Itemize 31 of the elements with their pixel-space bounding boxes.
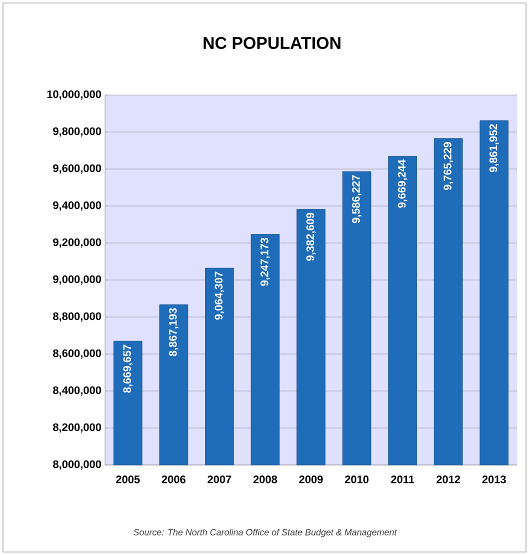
x-tick-label: 2005: [116, 476, 140, 484]
y-tick-label: 9,200,000: [53, 238, 102, 248]
x-tick-label: 2006: [162, 476, 186, 484]
x-tick-label: 2013: [482, 476, 506, 484]
y-tick-label: 9,400,000: [53, 201, 102, 211]
chart-title: NC POPULATION: [204, 36, 340, 49]
x-tick-label: 2007: [208, 476, 232, 484]
y-tick-label: 9,600,000: [53, 164, 102, 174]
y-tick-label: 9,800,000: [53, 127, 102, 137]
data-label: 9,586,227: [352, 175, 362, 224]
y-tick-label: 8,600,000: [53, 349, 102, 359]
data-label: 8,867,193: [169, 308, 178, 356]
data-label: 9,765,229: [444, 142, 454, 190]
x-tick-label: 2009: [299, 476, 323, 484]
y-tick-label: 10,000,000: [47, 90, 102, 100]
y-tick-label: 8,000,000: [53, 460, 102, 470]
y-tick-label: 8,200,000: [53, 423, 102, 433]
data-label: 8,669,657: [123, 344, 133, 393]
y-tick-label: 8,400,000: [53, 386, 102, 396]
data-label: 9,247,173: [260, 238, 270, 286]
source-note: Source: The North Carolina Office of State Budget & Management: [134, 528, 398, 538]
y-tick-label: 8,800,000: [53, 312, 102, 322]
data-label: 9,669,244: [398, 159, 408, 208]
data-label: 9,861,952: [489, 124, 499, 172]
x-tick-label: 2008: [253, 476, 278, 484]
x-tick-label: 2012: [436, 476, 460, 484]
y-tick-label: 9,000,000: [53, 275, 102, 285]
x-tick-label: 2011: [391, 476, 414, 484]
data-label: 9,064,307: [214, 272, 224, 320]
x-tick-label: 2010: [344, 476, 369, 484]
data-label: 9,382,609: [306, 212, 316, 261]
